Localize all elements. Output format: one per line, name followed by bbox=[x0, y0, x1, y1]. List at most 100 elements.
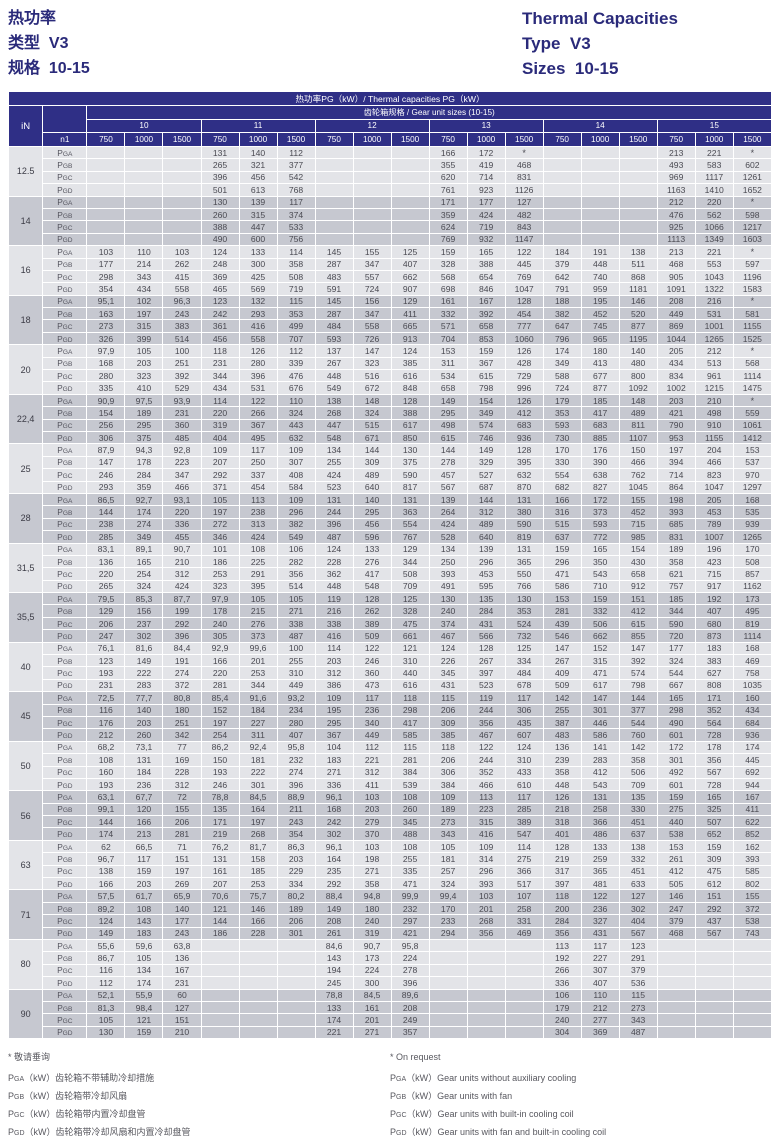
data-cell: 116 bbox=[86, 963, 126, 978]
header-speed-15-1000: 1000 bbox=[694, 132, 734, 147]
data-cell: 276 bbox=[238, 616, 278, 631]
data-cell: 443 bbox=[276, 418, 316, 433]
data-cell: 581 bbox=[732, 307, 773, 321]
data-cell: 393 bbox=[466, 877, 506, 891]
data-cell: 404 bbox=[200, 430, 240, 445]
data-cell: 448 bbox=[314, 369, 354, 383]
data-cell: 471 bbox=[390, 877, 430, 891]
data-cell: 251 bbox=[162, 356, 202, 371]
data-cell: 640 bbox=[352, 480, 392, 494]
data-cell: 379 bbox=[656, 914, 696, 928]
data-cell: 128 bbox=[542, 839, 582, 854]
header-size-12: 12 bbox=[314, 118, 430, 134]
data-cell bbox=[656, 1013, 696, 1027]
data-cell: 469 bbox=[504, 926, 544, 941]
data-cell: 67,7 bbox=[124, 790, 164, 804]
data-cell: 932 bbox=[466, 232, 506, 247]
data-cell: 115 bbox=[390, 740, 430, 755]
data-cell: 535 bbox=[732, 505, 773, 519]
data-cell: 537 bbox=[732, 455, 773, 470]
data-cell: 724 bbox=[542, 381, 582, 395]
header-speed-11-1500: 1500 bbox=[276, 132, 316, 147]
pg-label-PGA: PGA bbox=[42, 145, 88, 160]
data-cell: 152 bbox=[200, 703, 240, 717]
data-cell: 300 bbox=[352, 976, 392, 990]
data-cell: 206 bbox=[428, 703, 468, 717]
data-cell: 160 bbox=[732, 691, 773, 705]
pg-label-PGB: PGB bbox=[42, 505, 88, 519]
data-cell: 517 bbox=[504, 877, 544, 891]
data-cell bbox=[618, 158, 658, 172]
table-row: PGD 247 302 396 305 373 487 416 509 661 467 566 732 5… bbox=[9, 629, 773, 643]
data-cell: 186 bbox=[200, 926, 240, 941]
data-cell: 93,9 bbox=[162, 393, 202, 408]
data-cell: 244 bbox=[466, 753, 506, 767]
data-cell: 658 bbox=[618, 567, 658, 581]
data-cell: 612 bbox=[694, 877, 734, 891]
data-cell: 877 bbox=[618, 319, 658, 333]
data-cell bbox=[542, 220, 582, 234]
data-cell: 246 bbox=[352, 653, 392, 668]
data-cell: 520 bbox=[618, 307, 658, 321]
data-cell: 135 bbox=[618, 790, 658, 804]
data-cell: 160 bbox=[86, 765, 126, 779]
data-cell: 449 bbox=[656, 307, 696, 321]
header-speed-15-1500: 1500 bbox=[732, 132, 773, 147]
data-cell: 769 bbox=[428, 232, 468, 247]
data-cell bbox=[542, 195, 582, 209]
data-cell: 323 bbox=[124, 369, 164, 383]
header-speed-12-1500: 1500 bbox=[390, 132, 430, 147]
data-cell: 275 bbox=[656, 802, 696, 817]
data-cell bbox=[694, 938, 734, 953]
data-cell: 393 bbox=[656, 505, 696, 519]
data-cell bbox=[390, 158, 430, 172]
data-cell: 873 bbox=[694, 629, 734, 643]
data-cell: 602 bbox=[732, 158, 773, 172]
pg-label-PGA: PGA bbox=[42, 393, 88, 408]
data-cell: 133 bbox=[314, 1000, 354, 1015]
data-cell: 123 bbox=[618, 938, 658, 953]
data-cell: 108 bbox=[86, 753, 126, 767]
data-cell bbox=[352, 145, 392, 160]
data-cell: 343 bbox=[124, 269, 164, 284]
data-cell: 665 bbox=[390, 319, 430, 333]
data-cell: 345 bbox=[428, 666, 468, 680]
data-cell: 185 bbox=[580, 393, 620, 408]
table-row: PGB 147 178 223 207 250 307 255 309 375 278 329 395 3… bbox=[9, 455, 773, 470]
data-cell: 99,6 bbox=[238, 641, 278, 656]
data-cell: 843 bbox=[504, 220, 544, 234]
data-cell: 292 bbox=[200, 468, 240, 482]
data-cell: 382 bbox=[276, 517, 316, 532]
data-cell: 229 bbox=[276, 864, 316, 879]
data-cell: 140 bbox=[162, 901, 202, 916]
data-cell: 203 bbox=[352, 802, 392, 817]
data-cell: 206 bbox=[162, 815, 202, 829]
table-row: PGC 388 447 533 624 719 843 925 1066 1217 bbox=[9, 220, 773, 234]
data-cell: 262 bbox=[352, 604, 392, 618]
data-cell: 250 bbox=[238, 455, 278, 470]
data-cell: 70,6 bbox=[200, 889, 240, 903]
data-cell: 226 bbox=[428, 653, 468, 668]
data-cell bbox=[694, 1013, 734, 1027]
data-cell: 143 bbox=[124, 914, 164, 928]
data-cell: 130 bbox=[390, 443, 430, 457]
data-cell bbox=[504, 976, 544, 990]
table-row: PGC 144 166 206 171 197 243 242 279 345 273 315 389 3… bbox=[9, 815, 773, 829]
data-cell: 207 bbox=[200, 455, 240, 470]
data-cell bbox=[276, 1025, 316, 1040]
table-body: 12.5 PGA 131 140 112 166 172 * 213 221 * PGB 265 321 3… bbox=[7, 145, 773, 1040]
data-cell: 853 bbox=[466, 331, 506, 346]
data-cell: 671 bbox=[352, 430, 392, 445]
data-cell: 90,7 bbox=[352, 938, 392, 953]
data-cell: 172 bbox=[656, 740, 696, 755]
data-cell: * bbox=[732, 294, 773, 309]
data-cell bbox=[618, 195, 658, 209]
data-cell: 319 bbox=[200, 418, 240, 433]
data-cell: 356 bbox=[466, 715, 506, 730]
data-cell: 345 bbox=[390, 815, 430, 829]
data-cell: 273 bbox=[86, 319, 126, 333]
data-cell: 276 bbox=[352, 554, 392, 569]
data-cell bbox=[86, 195, 126, 209]
data-cell: 692 bbox=[732, 765, 773, 779]
data-cell: 475 bbox=[694, 864, 734, 879]
